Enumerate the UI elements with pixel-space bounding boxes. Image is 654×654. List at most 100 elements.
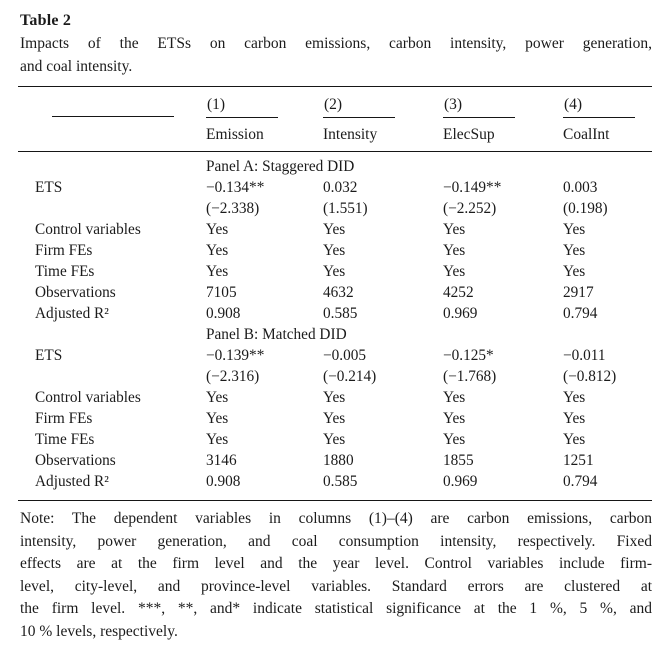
row-label: Adjusted R² bbox=[35, 305, 109, 322]
cell: (−0.214) bbox=[323, 368, 377, 385]
caption-line: and coal intensity. bbox=[20, 58, 133, 75]
cell: (−0.812) bbox=[563, 368, 617, 385]
table-row: Observations 7105 4632 4252 2917 bbox=[18, 282, 652, 303]
cell: (−2.252) bbox=[443, 200, 497, 217]
cell: 0.969 bbox=[443, 305, 478, 322]
cell: 0.585 bbox=[323, 305, 358, 322]
cell: −0.134** bbox=[206, 179, 265, 196]
row-label: Time FEs bbox=[35, 263, 95, 280]
results-table: (1) (2) (3) (4) Emission Intensity ElecS… bbox=[18, 86, 652, 501]
cell: −0.011 bbox=[563, 347, 606, 364]
cell: Yes bbox=[563, 242, 586, 259]
table-row: Adjusted R² 0.908 0.585 0.969 0.794 bbox=[18, 303, 652, 324]
panel-b-title: Panel B: Matched DID bbox=[206, 326, 347, 343]
panel-a-header-row: Panel A: Staggered DID bbox=[18, 156, 652, 177]
cell: Yes bbox=[206, 221, 229, 238]
row-label: Firm FEs bbox=[35, 410, 93, 427]
cell: 1855 bbox=[443, 452, 474, 469]
table-row: Control variables Yes Yes Yes Yes bbox=[18, 387, 652, 408]
column-number-header-row: (1) (2) (3) (4) bbox=[18, 87, 652, 118]
cell: 2917 bbox=[563, 284, 594, 301]
table-caption: Impacts of the ETSs on carbon emissions,… bbox=[18, 32, 652, 78]
col-header-2: (2) bbox=[323, 96, 443, 118]
cell: Yes bbox=[443, 221, 466, 238]
row-label: Observations bbox=[35, 284, 116, 301]
cell: 0.908 bbox=[206, 305, 241, 322]
cell: 0.003 bbox=[563, 179, 598, 196]
cell: Yes bbox=[443, 431, 466, 448]
col-name-elecsup: ElecSup bbox=[443, 125, 495, 143]
cell: 0.908 bbox=[206, 473, 241, 490]
cell: Yes bbox=[563, 389, 586, 406]
cell: Yes bbox=[323, 431, 346, 448]
cell: 1880 bbox=[323, 452, 354, 469]
table-row: (−2.338) (1.551) (−2.252) (0.198) bbox=[18, 198, 652, 219]
cell: Yes bbox=[206, 431, 229, 448]
note-line: effects are at the firm level and the ye… bbox=[20, 555, 652, 573]
cell: Yes bbox=[443, 263, 466, 280]
table-row: ETS −0.139** −0.005 −0.125* −0.011 bbox=[18, 345, 652, 366]
table-title: Table 2 bbox=[20, 12, 72, 29]
note-line: 10 % levels, respectively. bbox=[20, 622, 178, 640]
cell: (−2.316) bbox=[206, 368, 260, 385]
col-header-1: (1) bbox=[206, 96, 323, 118]
cell: (1.551) bbox=[323, 200, 368, 217]
col-name-coalint: CoalInt bbox=[563, 125, 610, 143]
column-name-header-row: Emission Intensity ElecSup CoalInt bbox=[18, 118, 652, 151]
row-label: Control variables bbox=[35, 221, 141, 238]
cell: Yes bbox=[563, 263, 586, 280]
cell: Yes bbox=[206, 410, 229, 427]
row-label: ETS bbox=[35, 179, 63, 196]
cell: Yes bbox=[443, 410, 466, 427]
cell: 0.969 bbox=[443, 473, 478, 490]
row-label: ETS bbox=[35, 347, 63, 364]
cell: (−1.768) bbox=[443, 368, 497, 385]
row-label bbox=[18, 156, 206, 177]
cell: Yes bbox=[323, 410, 346, 427]
row-label: Firm FEs bbox=[35, 242, 93, 259]
cell: 0.032 bbox=[323, 179, 358, 196]
table-row: Adjusted R² 0.908 0.585 0.969 0.794 bbox=[18, 471, 652, 492]
table-row: Firm FEs Yes Yes Yes Yes bbox=[18, 408, 652, 429]
table-body: Panel A: Staggered DID ETS −0.134** 0.03… bbox=[18, 151, 652, 501]
panel-b-header-row: Panel B: Matched DID bbox=[18, 324, 652, 345]
cell: 4632 bbox=[323, 284, 354, 301]
row-label: Adjusted R² bbox=[35, 473, 109, 490]
cell: (−2.338) bbox=[206, 200, 260, 217]
table-row: Time FEs Yes Yes Yes Yes bbox=[18, 261, 652, 282]
cell: Yes bbox=[323, 221, 346, 238]
row-label bbox=[18, 198, 206, 219]
col-name-emission: Emission bbox=[206, 125, 264, 143]
stub-header-cell bbox=[18, 116, 206, 118]
cell: 1251 bbox=[563, 452, 594, 469]
cell: Yes bbox=[563, 221, 586, 238]
row-label bbox=[18, 366, 206, 387]
cell: 3146 bbox=[206, 452, 237, 469]
row-label: Control variables bbox=[35, 389, 141, 406]
table-row: Control variables Yes Yes Yes Yes bbox=[18, 219, 652, 240]
note-line: level, city-level, and province-level va… bbox=[20, 577, 652, 595]
cell: Yes bbox=[323, 389, 346, 406]
table-row: (−2.316) (−0.214) (−1.768) (−0.812) bbox=[18, 366, 652, 387]
cell: 0.794 bbox=[563, 473, 598, 490]
cell: 7105 bbox=[206, 284, 237, 301]
cell: Yes bbox=[323, 263, 346, 280]
cell: Yes bbox=[563, 410, 586, 427]
cell: Yes bbox=[443, 242, 466, 259]
table-row: Time FEs Yes Yes Yes Yes bbox=[18, 429, 652, 450]
cell: (0.198) bbox=[563, 200, 608, 217]
col-header-4: (4) bbox=[563, 96, 652, 118]
cell: Yes bbox=[563, 431, 586, 448]
note-line: the firm level. ***, **, and* indicate s… bbox=[20, 600, 652, 618]
panel-a-title: Panel A: Staggered DID bbox=[206, 158, 355, 175]
cell: 4252 bbox=[443, 284, 474, 301]
table-row: Observations 3146 1880 1855 1251 bbox=[18, 450, 652, 471]
row-label: Observations bbox=[35, 452, 116, 469]
row-label: Time FEs bbox=[35, 431, 95, 448]
stub-rule bbox=[52, 116, 174, 117]
cell: Yes bbox=[323, 242, 346, 259]
cell: Yes bbox=[206, 389, 229, 406]
cell: −0.139** bbox=[206, 347, 265, 364]
cell: −0.005 bbox=[323, 347, 367, 364]
